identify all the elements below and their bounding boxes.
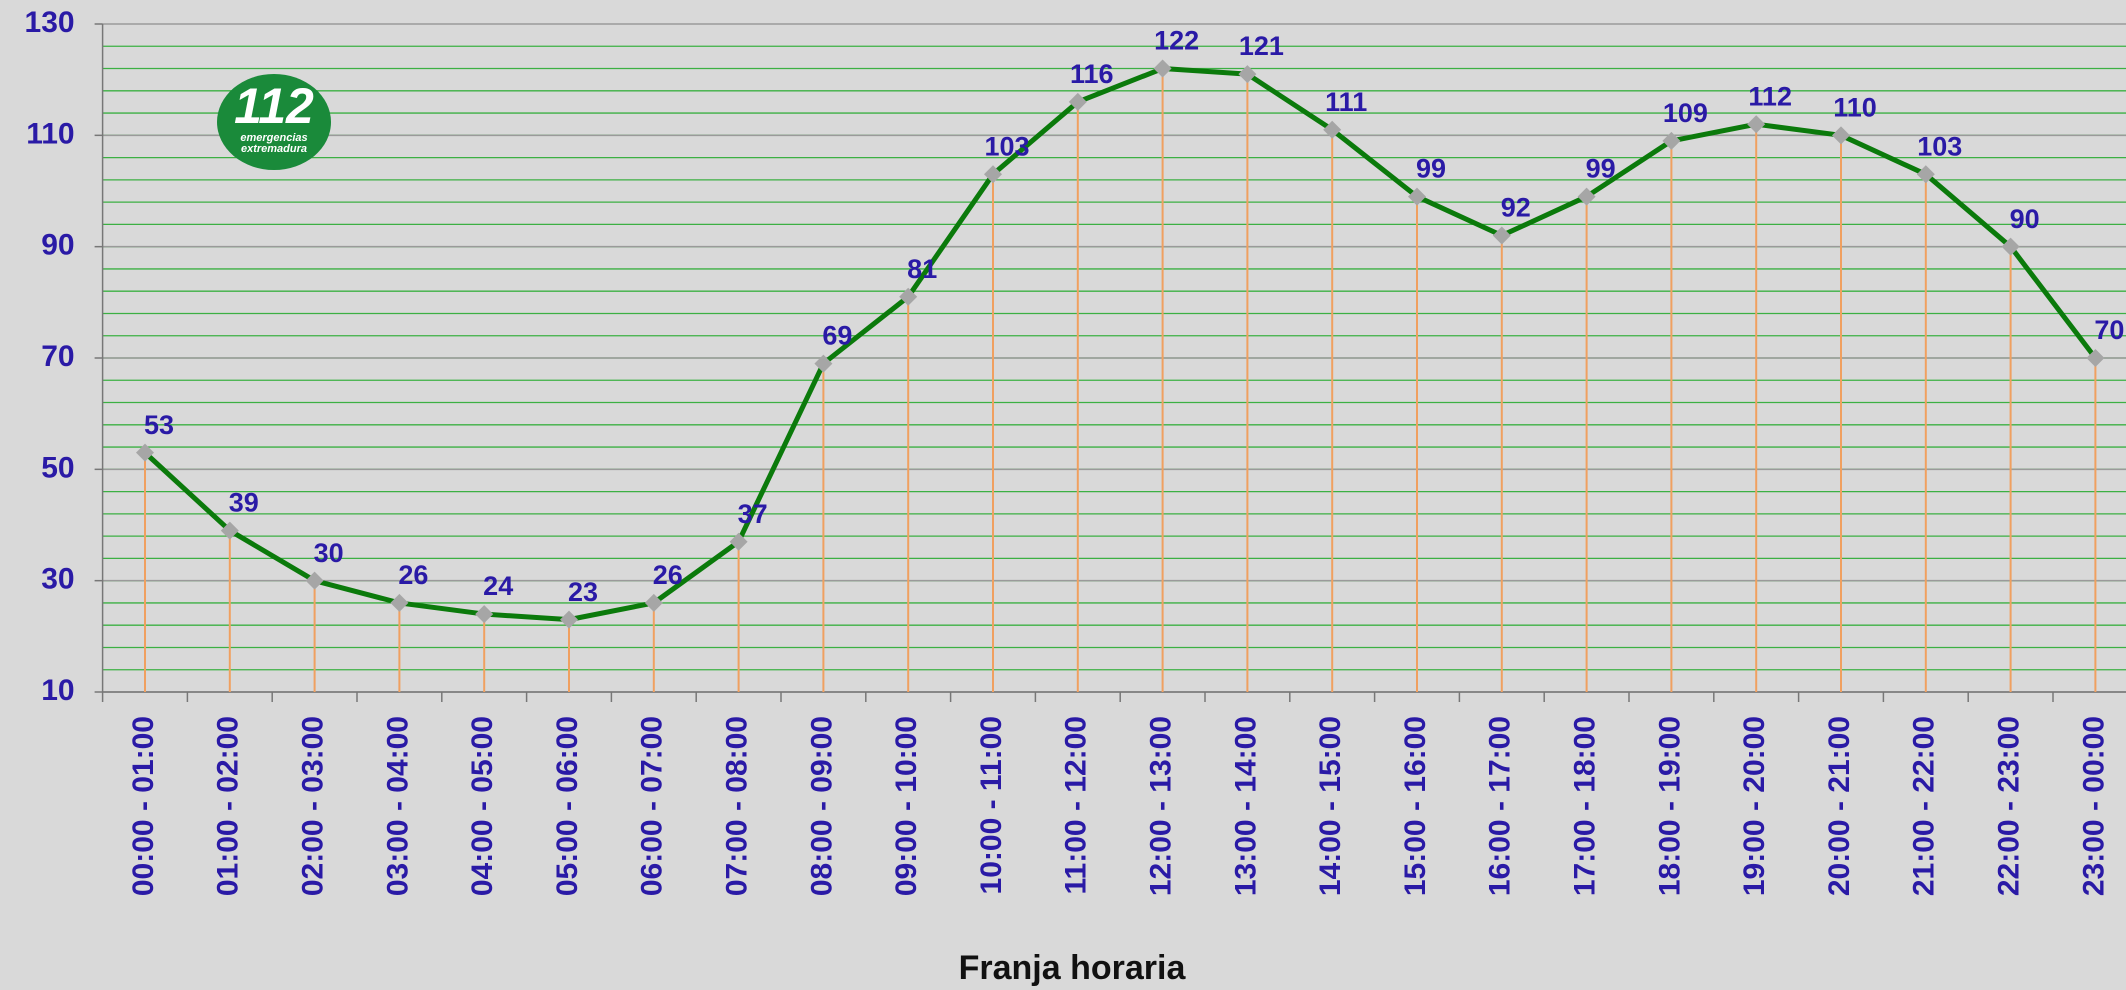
marker — [1577, 187, 1596, 206]
marker — [220, 521, 239, 540]
x-tick-label: 06:00 - 07:00 — [636, 716, 669, 896]
x-tick-label: 08:00 - 09:00 — [805, 716, 838, 896]
y-tick-label: 10 — [41, 674, 74, 707]
marker — [1408, 187, 1426, 206]
data-label: 116 — [1070, 59, 1114, 89]
x-tick-label: 05:00 - 06:00 — [551, 716, 584, 896]
marker — [644, 593, 663, 612]
data-label: 30 — [314, 538, 344, 568]
marker — [2086, 349, 2105, 367]
x-tick-label: 20:00 - 21:00 — [1823, 716, 1856, 896]
y-tick-label: 130 — [25, 6, 75, 39]
data-label: 99 — [1416, 154, 1446, 184]
x-tick-label: 18:00 - 19:00 — [1653, 716, 1686, 896]
data-label: 39 — [229, 488, 259, 518]
marker — [1916, 165, 1935, 184]
marker — [729, 532, 748, 551]
data-label: 121 — [1239, 31, 1284, 61]
data-label: 23 — [568, 577, 598, 607]
x-tick-label: 02:00 - 03:00 — [297, 716, 330, 896]
data-label: 99 — [1586, 154, 1616, 184]
marker — [1153, 59, 1172, 78]
data-label: 37 — [738, 499, 768, 529]
logo-text: emergencias — [240, 132, 307, 144]
data-label: 26 — [398, 560, 428, 590]
data-label: 70 — [2094, 315, 2124, 345]
data-label: 112 — [1748, 81, 1792, 111]
logo-number: 112 — [234, 78, 314, 134]
marker — [1323, 120, 1342, 139]
data-label: 69 — [822, 321, 852, 351]
marker — [2001, 237, 2020, 256]
data-label: 53 — [144, 410, 174, 440]
marker — [899, 287, 918, 306]
logo-badge — [217, 74, 331, 170]
logo-text: extremadura — [241, 143, 307, 155]
data-label: 26 — [653, 560, 683, 590]
x-tick-label: 19:00 - 20:00 — [1738, 716, 1771, 896]
x-tick-label: 12:00 - 13:00 — [1145, 716, 1178, 896]
x-tick-label: 13:00 - 14:00 — [1229, 716, 1262, 896]
x-axis-label: Franja horaria — [959, 949, 1187, 987]
x-tick-label: 22:00 - 23:00 — [1993, 716, 2026, 896]
marker — [475, 605, 494, 624]
data-label: 103 — [1917, 131, 1962, 161]
marker — [136, 443, 154, 462]
x-tick-label: 14:00 - 15:00 — [1314, 716, 1347, 896]
y-tick-label: 70 — [41, 340, 74, 373]
x-tick-label: 23:00 - 00:00 — [2077, 716, 2110, 896]
x-tick-label: 10:00 - 11:00 — [975, 716, 1008, 894]
x-tick-label: 03:00 - 04:00 — [381, 716, 414, 896]
data-label: 122 — [1154, 26, 1199, 56]
x-tick-label: 07:00 - 08:00 — [721, 716, 754, 896]
data-label: 109 — [1663, 98, 1708, 128]
marker — [560, 610, 578, 629]
data-label: 103 — [984, 131, 1029, 161]
x-tick-label: 16:00 - 17:00 — [1484, 716, 1517, 896]
x-tick-label: 17:00 - 18:00 — [1569, 716, 1602, 896]
data-label: 111 — [1325, 87, 1367, 117]
x-tick-label: 11:00 - 12:00 — [1060, 716, 1093, 894]
data-label: 81 — [907, 254, 937, 284]
x-tick-label: 00:00 - 01:00 — [127, 716, 160, 896]
data-label: 24 — [483, 571, 513, 601]
data-label: 92 — [1501, 193, 1531, 223]
marker — [1492, 226, 1511, 245]
marker — [984, 165, 1002, 184]
marker — [305, 571, 324, 590]
marker — [1068, 92, 1087, 111]
marker — [1662, 131, 1681, 150]
y-tick-label: 50 — [41, 451, 74, 484]
x-tick-label: 21:00 - 22:00 — [1908, 716, 1941, 896]
x-tick-label: 01:00 - 02:00 — [212, 716, 245, 896]
x-tick-label: 04:00 - 05:00 — [466, 716, 499, 896]
data-label: 110 — [1833, 92, 1877, 122]
marker — [1238, 65, 1257, 84]
marker — [390, 593, 409, 612]
y-tick-label: 30 — [41, 563, 74, 596]
marker — [814, 354, 833, 373]
y-tick-label: 90 — [41, 229, 74, 262]
marker — [1747, 115, 1766, 134]
y-tick-label: 110 — [26, 117, 74, 150]
x-tick-label: 15:00 - 16:00 — [1399, 716, 1432, 896]
x-tick-label: 09:00 - 10:00 — [890, 716, 923, 896]
line — [143, 66, 2098, 623]
data-label: 90 — [2010, 204, 2040, 234]
marker — [1832, 126, 1850, 145]
